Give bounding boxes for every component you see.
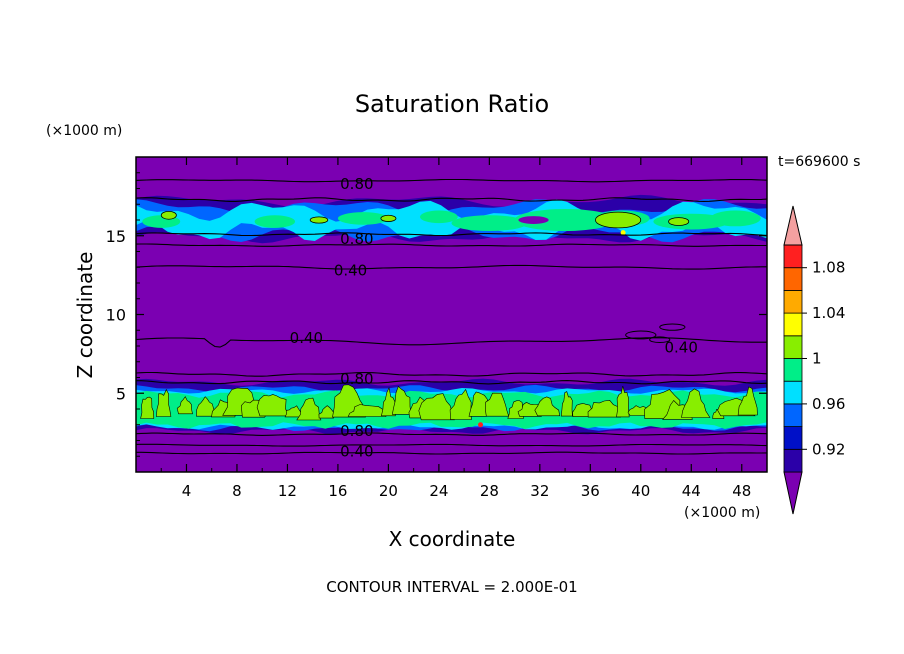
contour-loop <box>625 330 657 340</box>
colorbar-segment <box>783 403 803 427</box>
y-tick-label: 10 <box>106 306 126 325</box>
upper-band-lime-patch <box>380 214 397 222</box>
x-tick-label: 20 <box>379 482 398 500</box>
contour-label: 0.80 <box>340 175 373 193</box>
colorbar-segment <box>783 289 803 314</box>
y-axis-label: Z coordinate <box>73 252 97 379</box>
colorbar-max-arrow <box>783 205 803 246</box>
x-tick-label: 40 <box>631 482 650 500</box>
contour-line <box>135 264 767 270</box>
upper-band-peak <box>620 230 626 236</box>
contour-line <box>135 178 768 183</box>
lower-band-cloud-cell <box>296 397 322 421</box>
lower-band-cloud-cell <box>681 388 711 418</box>
upper-band-green-patch <box>254 215 296 228</box>
contour-label: 0.80 <box>340 422 373 440</box>
x-tick-label: 12 <box>278 482 297 500</box>
contour-line <box>135 432 768 436</box>
lower-band-cloud-cell <box>534 396 561 417</box>
colorbar: 1.08 1.04 1 0.96 0.92 <box>783 205 845 515</box>
x-tick-label: 24 <box>429 482 448 500</box>
contour-labels: 0.80 0.80 0.40 0.40 0.40 0.80 0.80 0.40 <box>290 175 698 461</box>
lower-band-cloud-cell <box>616 386 630 418</box>
upper-band-green-patch <box>451 215 528 232</box>
lower-band-peak <box>478 422 484 428</box>
x-unit-label: (×1000 m) <box>684 505 760 521</box>
upper-band-green-patch <box>514 208 616 232</box>
y-axis-ticks: 5 10 15 <box>106 172 767 457</box>
upper-band-lime-patch <box>160 210 177 220</box>
time-label: t=669600 s <box>778 154 860 170</box>
cloud-bands <box>136 194 767 435</box>
colorbar-segment <box>783 267 803 291</box>
lower-band-cloud-cell <box>140 396 155 419</box>
contour-line <box>135 197 768 202</box>
colorbar-segment <box>783 426 803 450</box>
colorbar-label: 1 <box>812 350 822 368</box>
y-unit-label: (×1000 m) <box>46 123 122 139</box>
contour-label: 0.40 <box>340 443 373 461</box>
colorbar-label: 0.96 <box>812 395 845 413</box>
colorbar-segment <box>783 380 803 405</box>
contour-line <box>135 371 768 377</box>
colorbar-segment <box>783 358 803 382</box>
contour-line <box>135 243 767 247</box>
colorbar-min-arrow <box>783 471 803 515</box>
contour-label: 0.80 <box>340 230 373 248</box>
x-axis-label: X coordinate <box>389 527 516 551</box>
lower-band-cloud-cell <box>737 386 758 416</box>
colorbar-segment <box>783 335 803 359</box>
lower-band-cloud-cell <box>485 392 510 417</box>
colorbar-segment <box>783 312 803 337</box>
contour-line <box>135 443 768 447</box>
lower-band-cloud-cell <box>176 396 193 415</box>
x-tick-label: 28 <box>480 482 499 500</box>
colorbar-segment <box>783 244 803 269</box>
lower-band-cloud-cell <box>391 385 412 415</box>
upper-band-green-patch <box>419 210 458 224</box>
upper-band-green-patch <box>653 213 730 230</box>
lower-band-cloud-cell <box>256 394 291 417</box>
contour-label: 0.80 <box>340 370 373 388</box>
chart-title: Saturation Ratio <box>355 90 549 118</box>
x-tick-label: 4 <box>182 482 192 500</box>
x-tick-label: 16 <box>328 482 347 500</box>
colorbar-segment <box>783 448 803 473</box>
y-tick-label: 5 <box>116 384 126 403</box>
contour-line <box>136 451 768 455</box>
upper-band-lime-patch <box>594 211 642 229</box>
lower-band-cloud-cell <box>418 393 455 421</box>
lower-band-cloud-cell <box>155 388 172 417</box>
contour-label: 0.40 <box>290 329 323 347</box>
upper-band-green-patch <box>337 212 389 225</box>
lower-band-cloud-cell <box>560 391 573 417</box>
colorbar-label: 1.04 <box>812 304 845 322</box>
x-tick-label: 8 <box>232 482 242 500</box>
contour-label: 0.40 <box>664 339 697 357</box>
upper-band-lime-patch <box>309 216 329 224</box>
upper-band-lime-patch <box>668 217 690 226</box>
x-axis-ticks: 4 8 12 16 20 24 28 32 36 40 44 48 <box>160 157 751 500</box>
colorbar-label: 1.08 <box>812 259 845 277</box>
upper-band-green-patch <box>710 210 761 227</box>
x-tick-label: 44 <box>682 482 701 500</box>
x-tick-label: 48 <box>732 482 751 500</box>
contour-line <box>135 337 767 348</box>
x-tick-label: 36 <box>581 482 600 500</box>
contour-interval-note: CONTOUR INTERVAL = 2.000E-01 <box>326 578 577 596</box>
contour-line <box>136 380 768 385</box>
y-tick-label: 15 <box>106 227 126 246</box>
lower-band-cloud-cell <box>196 396 215 417</box>
contour-label: 0.40 <box>334 261 367 279</box>
contour-line <box>135 232 768 237</box>
upper-band-dry-patch <box>518 216 549 224</box>
colorbar-label: 0.92 <box>812 440 845 458</box>
plot-area: 0.800.800.400.400.400.800.800.40 4 8 12 16 2… <box>106 156 768 500</box>
contour-lines <box>135 178 768 455</box>
contour-loop <box>659 323 686 331</box>
lower-band-cloud-cell <box>449 388 472 420</box>
contour-loop <box>649 336 671 344</box>
x-tick-label: 32 <box>530 482 549 500</box>
